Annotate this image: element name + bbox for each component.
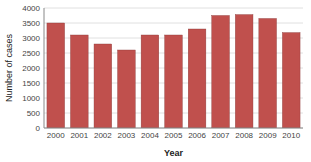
bar xyxy=(165,35,183,128)
bar xyxy=(282,33,300,128)
y-tick-label: 1000 xyxy=(22,94,40,103)
y-tick-label: 3500 xyxy=(22,19,40,28)
chart-svg: 0 500 1000 1500 2000 2500 3000 3500 4000 2000 2001… xyxy=(0,0,311,162)
y-tick-label: 4000 xyxy=(22,4,40,13)
x-tick-label: 2005 xyxy=(165,131,183,140)
x-tick-label: 2004 xyxy=(141,131,159,140)
y-axis-label: Number of cases xyxy=(4,33,14,102)
x-tick-label: 2009 xyxy=(259,131,277,140)
bar xyxy=(188,29,206,128)
bar xyxy=(118,50,136,128)
y-tick-label: 1500 xyxy=(22,79,40,88)
bar xyxy=(212,16,230,129)
y-tick-label: 2000 xyxy=(22,64,40,73)
grid-line xyxy=(44,8,303,9)
x-axis-line xyxy=(44,128,303,129)
x-tick-label: 2006 xyxy=(188,131,206,140)
y-tick-label: 0 xyxy=(36,124,41,133)
x-tick-label: 2003 xyxy=(118,131,136,140)
grid xyxy=(44,8,303,128)
x-tick-label: 2010 xyxy=(282,131,300,140)
bar xyxy=(259,19,277,129)
x-tick-label: 2001 xyxy=(70,131,88,140)
y-axis-line xyxy=(44,8,45,128)
x-tick-label: 2007 xyxy=(212,131,230,140)
chart-container: 0 500 1000 1500 2000 2500 3000 3500 4000 2000 2001… xyxy=(0,0,311,162)
x-tick-label: 2000 xyxy=(47,131,65,140)
bar xyxy=(70,35,88,128)
x-tick-label: 2002 xyxy=(94,131,112,140)
bar xyxy=(235,15,253,128)
bar xyxy=(47,23,65,128)
bars xyxy=(47,15,300,128)
x-tick-label: 2008 xyxy=(235,131,253,140)
y-tick-label: 500 xyxy=(27,109,41,118)
grid-line xyxy=(44,128,303,129)
x-axis-label: Year xyxy=(164,148,184,158)
bar xyxy=(141,35,159,128)
y-tick-label: 2500 xyxy=(22,49,40,58)
bar xyxy=(94,44,112,128)
y-tick-label: 3000 xyxy=(22,34,40,43)
